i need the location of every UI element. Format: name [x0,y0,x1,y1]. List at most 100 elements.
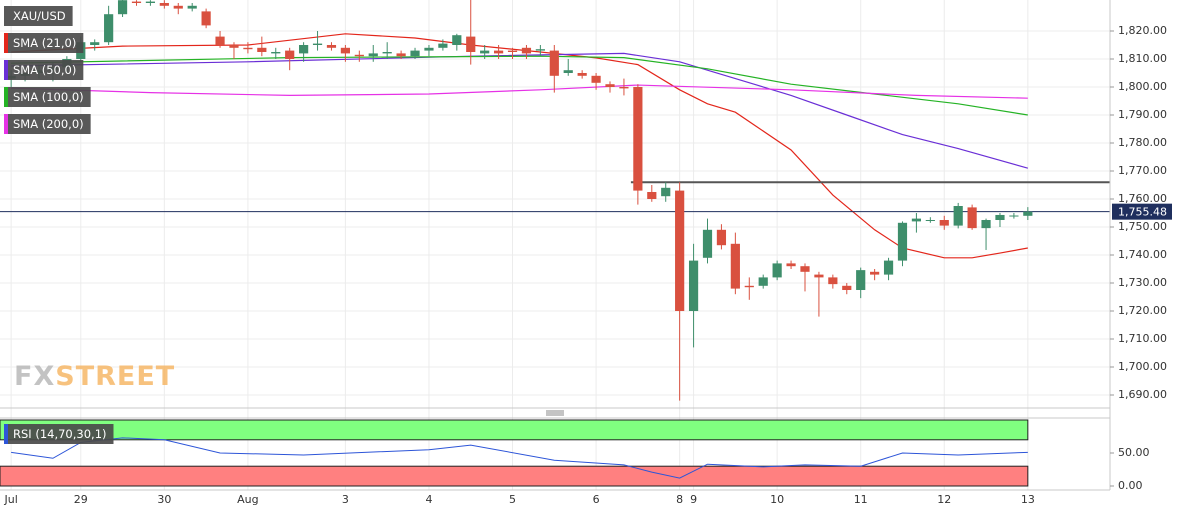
candle-body [716,229,727,246]
line [11,33,1028,259]
candle-body [925,220,935,222]
candle-body [953,206,963,226]
candle-body [382,51,392,54]
y2-tick-label: 0.00 [1118,479,1143,492]
candle-body [452,35,462,45]
candle-body [995,214,1005,221]
line [11,437,1028,479]
y-tick-label: 1,810.00 [1118,52,1167,65]
legend-entry-swatch [4,33,8,53]
legend-entry-swatch [4,87,8,107]
candle-body [257,47,267,52]
candle-body [340,47,350,54]
y-tick-label: 1,710.00 [1118,332,1167,345]
rsi-band [0,419,1029,441]
legend-entry: SMA (21,0) [13,36,76,50]
rsi-legend-swatch [4,424,8,444]
line [11,84,1028,99]
candle-body [786,263,796,267]
candle-body [758,277,768,286]
candle-body [619,86,629,89]
x-tick-label: 3 [342,493,349,506]
candle-body [312,43,323,45]
candle-body [493,50,504,54]
candle-body [702,229,713,258]
candle-body [939,220,949,226]
legend-symbol: XAU/USD [13,9,66,23]
x-tick-label: 4 [425,493,432,506]
line [11,55,1028,116]
legend-entry-swatch [4,60,8,80]
rsi-panel [0,419,1029,487]
x-tick-label: 10 [770,493,784,506]
candle-body [1009,215,1019,217]
candle-body [967,207,977,229]
candle-body [814,274,824,278]
y-tick-label: 1,750.00 [1118,220,1167,233]
candle-body [870,271,880,275]
x-tick-label: 5 [509,493,516,506]
candle-body [424,47,434,51]
candle-body [842,285,852,291]
watermark: FXSTREET [14,361,175,392]
candle-body [647,192,657,200]
legend-entry-box [4,87,91,107]
y-tick-label: 1,690.00 [1118,388,1167,401]
y-tick-label: 1,820.00 [1118,24,1167,37]
x-tick-label: 29 [74,493,88,506]
candle-body [911,218,922,222]
last-price-label: 1,755.48 [1118,206,1167,219]
candle-body [368,53,378,57]
candle-body [145,1,156,3]
legend-entry: SMA (100,0) [13,90,84,104]
candle-body [90,42,100,45]
x-tick-label: 9 [690,493,697,506]
candle-body [856,270,866,291]
candle-body [410,50,420,57]
y-tick-label: 1,770.00 [1118,164,1167,177]
candle-body [326,44,337,48]
last-price-tag [1112,203,1172,220]
line [11,52,1028,169]
candle-body [591,75,601,83]
y2-tick-label: 50.00 [1118,446,1150,459]
candle-body [396,53,406,57]
candle-body [675,190,685,312]
candle-body [633,86,643,191]
candle-body [661,187,671,197]
rsi-band [0,465,1029,487]
legend-entry-box [4,114,91,134]
rsi-legend-box [4,424,114,444]
candle-body [299,44,309,54]
candle-body [229,44,239,48]
y-tick-label: 1,740.00 [1118,248,1167,261]
x-tick-label: 11 [854,493,868,506]
x-tick-label: 30 [157,493,171,506]
candle-body [535,49,545,51]
y-tick-label: 1,780.00 [1118,136,1167,149]
candle-body [577,72,587,76]
legend-entry-box [4,33,84,53]
legend-entry: SMA (50,0) [13,63,76,77]
legend-entry: SMA (200,0) [13,117,84,131]
candle-body [159,2,169,6]
candle-body [117,0,128,15]
candle-body [173,5,183,9]
candle-body [800,266,810,272]
candle-body [897,222,908,261]
candle-body [104,14,114,43]
candle-body [507,50,518,52]
x-tick-label: Aug [237,493,258,506]
candle-body [271,51,281,54]
resize-handle[interactable] [546,410,564,416]
candle-body [744,285,754,288]
candle-body [354,54,364,57]
candle-body [730,243,740,289]
candle-body [215,36,225,45]
y-tick-label: 1,720.00 [1118,304,1167,317]
rsi-legend: RSI (14,70,30,1) [13,427,107,441]
y-tick-label: 1,800.00 [1118,80,1167,93]
candle-body [285,50,295,59]
